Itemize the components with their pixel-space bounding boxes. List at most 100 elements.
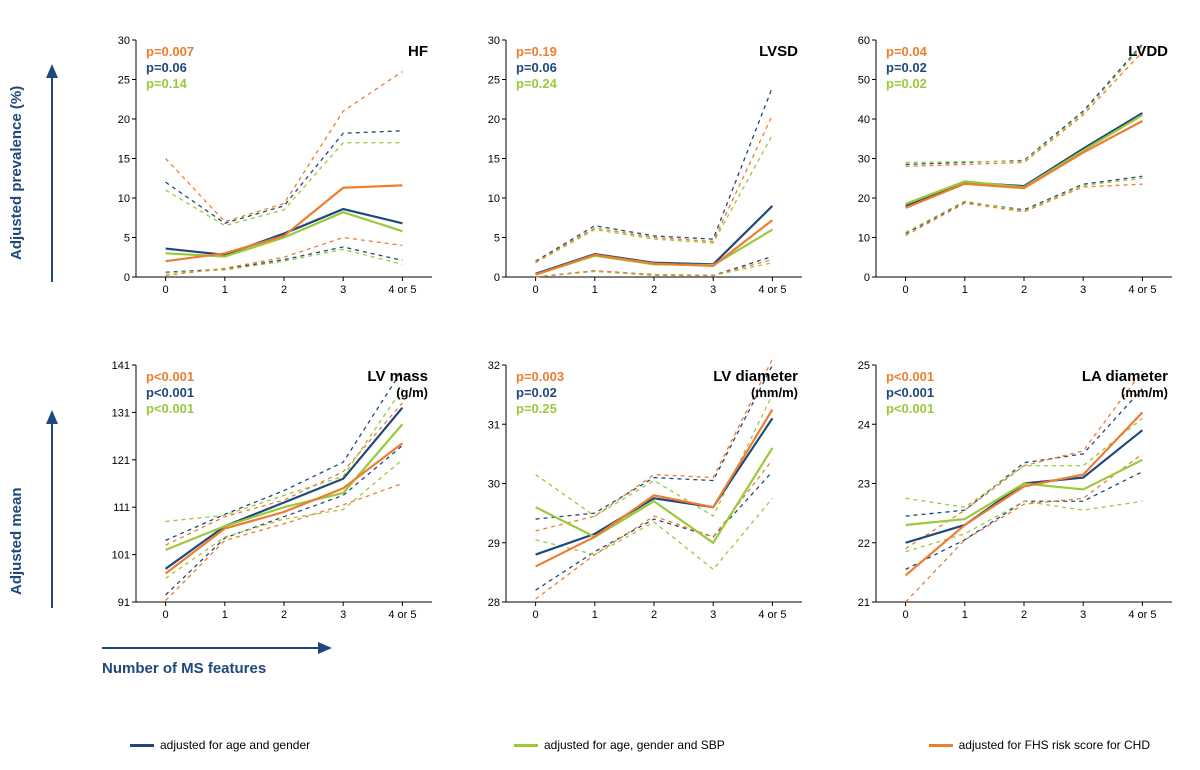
svg-text:131: 131 (112, 407, 130, 419)
svg-text:2: 2 (1021, 284, 1027, 296)
panel-LAdiam: 212223242501234 or 5p<0.001p<0.001p<0.00… (840, 355, 1180, 630)
legend-item-orange: adjusted for FHS risk score for CHD (929, 738, 1150, 752)
svg-text:5: 5 (124, 233, 130, 245)
svg-text:(mm/m): (mm/m) (751, 385, 798, 400)
svg-text:p=0.25: p=0.25 (516, 401, 557, 416)
svg-text:60: 60 (858, 35, 870, 47)
panel-LVmass: 9110111112113114101234 or 5p<0.001p<0.00… (100, 355, 440, 630)
svg-text:p=0.19: p=0.19 (516, 44, 557, 59)
svg-text:p<0.001: p<0.001 (886, 385, 934, 400)
svg-text:25: 25 (118, 75, 130, 87)
svg-text:(g/m): (g/m) (396, 385, 428, 400)
panel-HF: 0 5 10 15 20 25 30 0 1 2 3 4 or 5 p=0.007p=0.06p=0.1… (100, 30, 440, 305)
svg-text:4 or 5: 4 or 5 (1128, 609, 1156, 621)
svg-text:30: 30 (118, 35, 130, 47)
svg-text:p=0.24: p=0.24 (516, 76, 558, 91)
svg-text:p=0.003: p=0.003 (516, 369, 564, 384)
svg-text:LV diameter: LV diameter (713, 368, 798, 385)
y-axis-label-bottom: Adjusted mean (8, 487, 25, 595)
svg-text:30: 30 (488, 35, 500, 47)
svg-text:24: 24 (858, 419, 870, 431)
legend: adjusted for age and gender adjusted for… (130, 738, 1150, 752)
svg-text:1: 1 (962, 284, 968, 296)
svg-text:3: 3 (1080, 609, 1086, 621)
svg-text:10: 10 (488, 193, 500, 205)
legend-item-green: adjusted for age, gender and SBP (514, 738, 725, 752)
svg-text:0: 0 (533, 284, 539, 296)
svg-text:5: 5 (494, 233, 500, 245)
svg-text:15: 15 (488, 154, 500, 166)
svg-text:p=0.02: p=0.02 (516, 385, 557, 400)
svg-text:3: 3 (340, 609, 346, 621)
svg-text:p=0.14: p=0.14 (146, 76, 188, 91)
svg-text:29: 29 (488, 538, 500, 550)
svg-text:LVSD: LVSD (759, 43, 798, 60)
svg-text:28: 28 (488, 597, 500, 609)
legend-swatch (130, 744, 154, 747)
svg-text:3: 3 (710, 609, 716, 621)
svg-text:40: 40 (858, 114, 870, 126)
svg-text:121: 121 (112, 455, 130, 467)
svg-text:101: 101 (112, 550, 130, 562)
svg-text:15: 15 (118, 154, 130, 166)
svg-text:2: 2 (281, 609, 287, 621)
svg-text:p=0.007: p=0.007 (146, 44, 194, 59)
svg-text:23: 23 (858, 479, 870, 491)
svg-text:4 or 5: 4 or 5 (758, 284, 786, 296)
x-axis-label: Number of MS features (102, 660, 266, 677)
svg-text:50: 50 (858, 75, 870, 87)
svg-text:p<0.001: p<0.001 (146, 369, 194, 384)
svg-text:p=0.04: p=0.04 (886, 44, 928, 59)
svg-text:10: 10 (118, 193, 130, 205)
svg-text:4 or 5: 4 or 5 (388, 284, 416, 296)
svg-text:0: 0 (494, 272, 500, 284)
svg-text:0: 0 (864, 272, 870, 284)
svg-text:25: 25 (858, 360, 870, 372)
svg-text:p<0.001: p<0.001 (886, 369, 934, 384)
svg-text:4 or 5: 4 or 5 (758, 609, 786, 621)
legend-text: adjusted for age, gender and SBP (544, 738, 725, 752)
svg-text:20: 20 (118, 114, 130, 126)
panel-grid: 05101520253001234 or 5p=0.007p=0.06p=0.1… (100, 30, 1180, 630)
svg-text:HF: HF (408, 43, 428, 60)
svg-text:3: 3 (710, 284, 716, 296)
svg-text:111: 111 (113, 502, 130, 514)
svg-text:3: 3 (340, 284, 346, 296)
svg-text:20: 20 (488, 114, 500, 126)
y-axis-label-top: Adjusted prevalence (%) (8, 86, 25, 260)
svg-text:LVDD: LVDD (1128, 43, 1168, 60)
legend-text: adjusted for age and gender (160, 738, 310, 752)
svg-text:4 or 5: 4 or 5 (1128, 284, 1156, 296)
arrow-icon (102, 640, 332, 656)
svg-text:21: 21 (858, 597, 870, 609)
svg-text:p=0.06: p=0.06 (146, 60, 187, 75)
svg-text:0: 0 (163, 284, 169, 296)
svg-text:1: 1 (592, 284, 598, 296)
svg-text:30: 30 (858, 154, 870, 166)
svg-text:10: 10 (858, 233, 870, 245)
svg-text:p<0.001: p<0.001 (146, 385, 194, 400)
svg-text:0: 0 (163, 609, 169, 621)
arrow-icon (44, 64, 60, 284)
svg-text:4 or 5: 4 or 5 (388, 609, 416, 621)
svg-text:32: 32 (488, 360, 500, 372)
svg-text:22: 22 (858, 538, 870, 550)
svg-text:1: 1 (592, 609, 598, 621)
panel-LVSD: 05101520253001234 or 5p=0.19p=0.06p=0.24… (470, 30, 810, 305)
svg-text:3: 3 (1080, 284, 1086, 296)
svg-text:LV mass: LV mass (367, 368, 428, 385)
svg-text:1: 1 (222, 284, 228, 296)
svg-text:0: 0 (903, 284, 909, 296)
legend-item-navy: adjusted for age and gender (130, 738, 310, 752)
svg-text:0: 0 (124, 272, 130, 284)
svg-text:2: 2 (281, 284, 287, 296)
legend-swatch (514, 744, 538, 747)
svg-text:LA diameter: LA diameter (1082, 368, 1168, 385)
svg-text:91: 91 (118, 597, 130, 609)
svg-text:1: 1 (962, 609, 968, 621)
legend-text: adjusted for FHS risk score for CHD (959, 738, 1150, 752)
svg-text:p=0.02: p=0.02 (886, 76, 927, 91)
svg-text:30: 30 (488, 479, 500, 491)
svg-text:p<0.001: p<0.001 (886, 401, 934, 416)
svg-text:1: 1 (222, 609, 228, 621)
